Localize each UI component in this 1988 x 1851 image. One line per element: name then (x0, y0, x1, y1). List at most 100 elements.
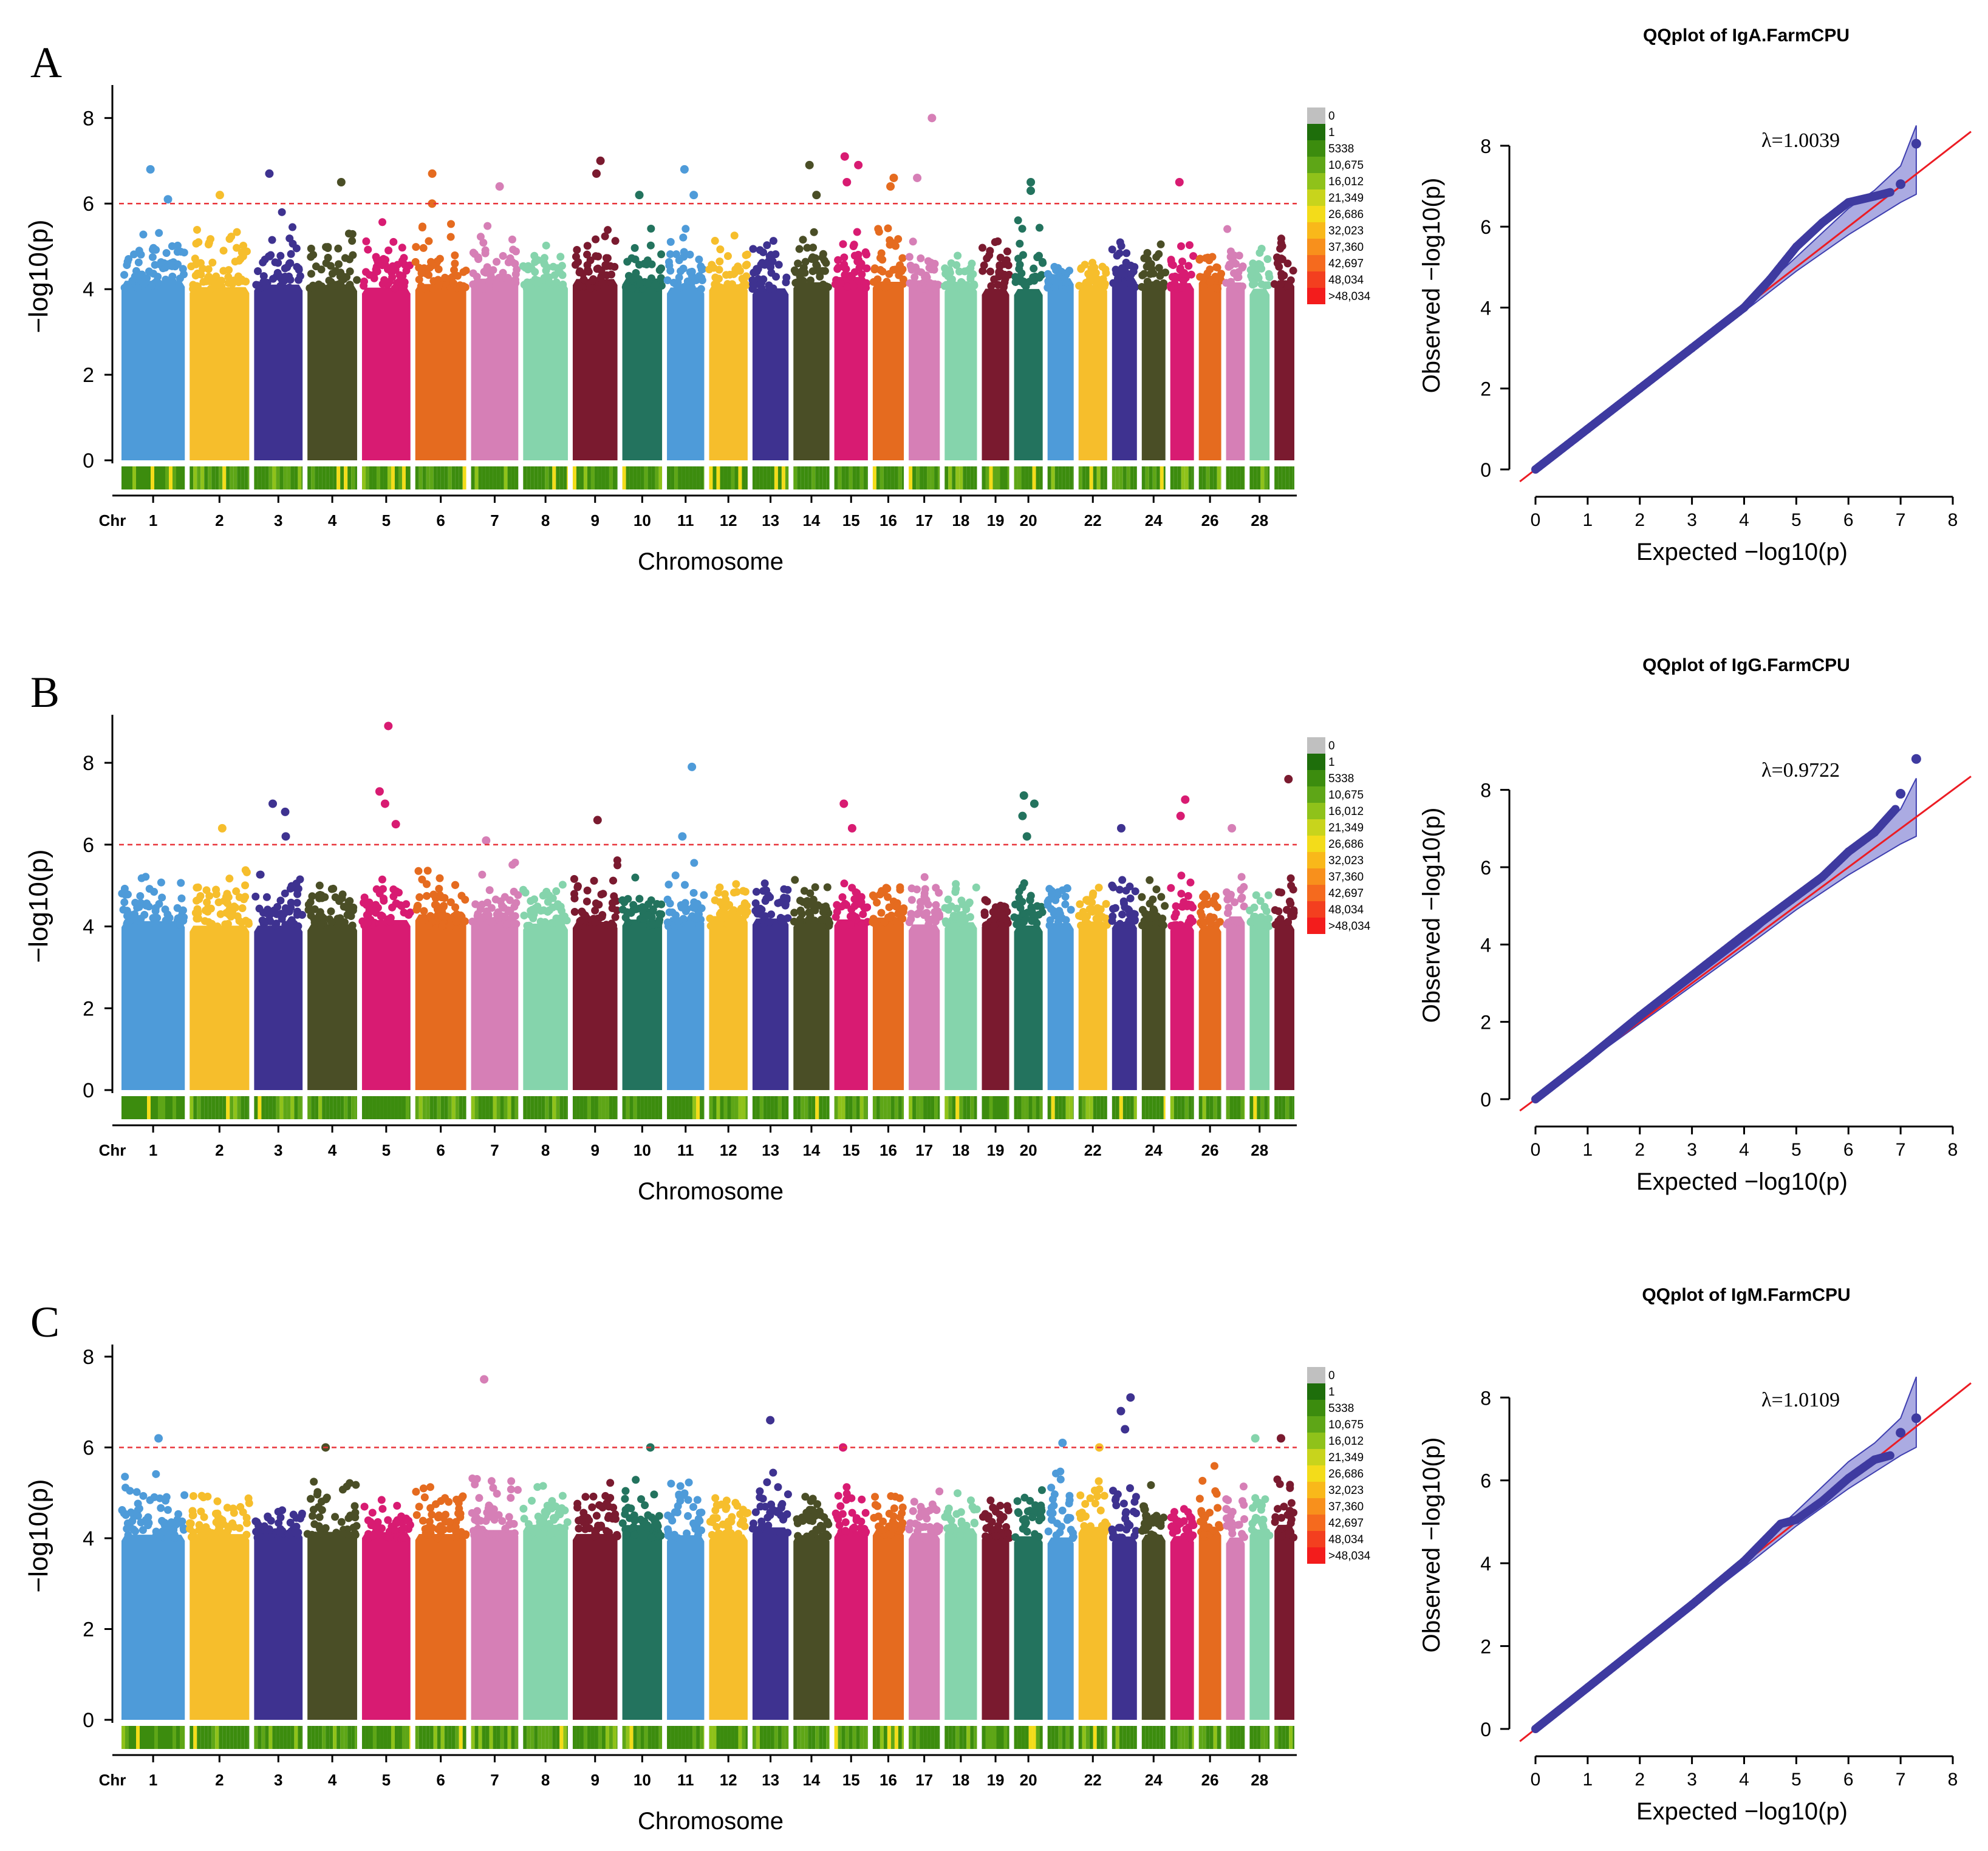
snp-point (1233, 918, 1242, 926)
snp-point (924, 1533, 932, 1541)
density-cell (500, 1096, 504, 1119)
y-tick-label: 6 (83, 193, 94, 216)
snp-point (1076, 1514, 1085, 1522)
snp-point (232, 887, 241, 896)
snp-point (1014, 216, 1022, 225)
snp-point (545, 891, 553, 899)
snp-point (471, 1480, 479, 1488)
snp-point (910, 1498, 918, 1506)
snp-point (1055, 907, 1064, 915)
snp-point (438, 922, 446, 930)
x-tick-label: 24 (1145, 511, 1163, 530)
snp-point (1085, 278, 1093, 287)
density-cell (1202, 466, 1206, 489)
snp-point (839, 240, 847, 248)
density-cell (180, 466, 183, 489)
snp-point (500, 893, 509, 901)
significant-snp (1175, 178, 1184, 187)
density-cell (474, 466, 479, 489)
density-cell (637, 466, 641, 489)
density-cell (793, 1096, 798, 1119)
snp-point (1035, 223, 1044, 232)
legend-label: 16,012 (1328, 176, 1364, 188)
legend-label: 5338 (1328, 772, 1354, 785)
density-cell (355, 1726, 357, 1749)
snp-point (1201, 254, 1210, 262)
snp-point (429, 890, 438, 899)
density-cell (616, 1726, 618, 1749)
significant-snp (1117, 823, 1126, 833)
snp-point (491, 895, 500, 904)
density-strip-1 (121, 466, 185, 489)
density-cell (405, 1096, 409, 1119)
snp-point (373, 267, 381, 276)
snp-point (556, 253, 565, 261)
density-strip-25 (1170, 1096, 1194, 1119)
significant-snp (336, 178, 346, 187)
density-strip-5 (361, 1726, 411, 1749)
snp-point (862, 279, 870, 287)
snp-point (295, 264, 303, 273)
snp-point (258, 916, 267, 925)
density-cell (294, 1096, 298, 1119)
density-cell (258, 1096, 262, 1119)
snp-point (1062, 284, 1071, 293)
density-cell (279, 1726, 284, 1749)
significant-snp (635, 191, 644, 200)
snp-point (324, 253, 332, 262)
density-cell (444, 1096, 448, 1119)
snp-point (494, 908, 502, 916)
snp-point (415, 275, 423, 284)
density-cell (834, 1096, 838, 1119)
density-cell (204, 466, 208, 489)
density-cell (576, 466, 580, 489)
chromosome-band-26 (1198, 926, 1221, 1090)
snp-point (694, 1530, 702, 1539)
snp-point (123, 261, 131, 270)
density-cell (1115, 1096, 1119, 1119)
snp-point (834, 256, 842, 264)
qq-y-tick-label: 6 (1480, 216, 1491, 238)
snp-point (669, 278, 678, 287)
snp-point (329, 884, 338, 893)
snp-point (1035, 251, 1044, 260)
snp-point (597, 1502, 606, 1510)
snp-point (978, 244, 986, 252)
snp-point (118, 889, 126, 898)
density-cell (1003, 466, 1008, 489)
snp-point (157, 258, 165, 267)
density-cell (1039, 1096, 1043, 1119)
snp-point (869, 915, 878, 923)
snp-point (370, 907, 378, 915)
snp-point (1052, 1531, 1061, 1539)
snp-point (801, 1493, 810, 1501)
density-cell (361, 1096, 366, 1119)
snp-point (233, 244, 241, 252)
snp-point (952, 1510, 961, 1518)
density-cell (415, 1726, 419, 1749)
density-cell (723, 466, 728, 489)
snp-point (1250, 903, 1259, 912)
snp-point (671, 911, 680, 919)
density-cell (422, 466, 426, 489)
snp-point (429, 285, 437, 293)
legend-label: 10,675 (1328, 789, 1364, 802)
snp-point (191, 254, 199, 263)
density-cell (1192, 1096, 1194, 1119)
snp-point (878, 256, 887, 264)
density-cell (394, 1096, 398, 1119)
snp-point (233, 228, 241, 236)
snp-point (1028, 1513, 1037, 1522)
density-strip-9 (572, 1726, 618, 1749)
density-cell (559, 1096, 564, 1119)
snp-point (688, 267, 696, 276)
x-tick-label: 2 (215, 1141, 224, 1159)
snp-point (497, 902, 506, 910)
snp-point (558, 1491, 567, 1500)
snp-point (276, 896, 285, 905)
density-cell (655, 1726, 659, 1749)
snp-point (213, 1509, 222, 1518)
density-cell (318, 1726, 323, 1749)
snp-point (204, 918, 213, 926)
snp-point (451, 881, 460, 889)
